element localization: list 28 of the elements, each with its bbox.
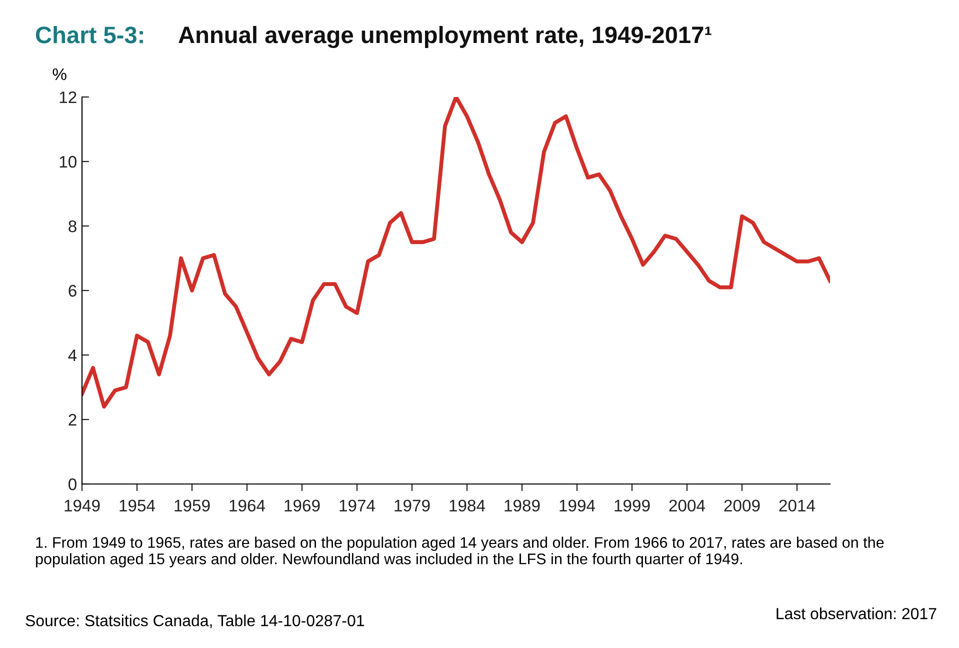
y-tick-label: 2 xyxy=(68,414,76,426)
x-tick-label: 1959 xyxy=(174,500,210,512)
x-tick-label: 1989 xyxy=(504,500,540,512)
y-tick-label: 10 xyxy=(60,156,76,168)
x-tick-label: 2009 xyxy=(724,500,760,512)
y-tick-label: 8 xyxy=(68,220,76,232)
y-tick-label: 0 xyxy=(68,478,76,490)
x-tick-label: 1994 xyxy=(560,500,596,512)
line-series xyxy=(82,97,830,409)
x-tick-label: 1969 xyxy=(284,500,320,512)
y-axis-title: % xyxy=(52,68,66,80)
chart-title: Chart 5-3: xyxy=(36,26,143,44)
x-tick-label: 1979 xyxy=(394,500,430,512)
x-tick-label: 1999 xyxy=(614,500,650,512)
x-tick-label: 1964 xyxy=(230,500,266,512)
source-note: Source: Statsitics Canada, Table 14-10-0287-01 xyxy=(26,614,364,628)
y-tick-label: 12 xyxy=(60,91,76,104)
x-tick-label: 1984 xyxy=(450,500,486,512)
x-tick-label: 2004 xyxy=(669,500,706,512)
text: Last observation: 2017 xyxy=(776,608,936,620)
x-tick-label: 2014 xyxy=(779,500,816,512)
x-tick-label: 1954 xyxy=(120,500,156,512)
chart-subtitle: Annual average unemployment rate, 1949-2017¹ xyxy=(178,26,712,48)
y-tick-label: 6 xyxy=(68,284,76,297)
x-tick-label: 1949 xyxy=(64,500,100,512)
text: 1. From 1949 to 1965, rates are based on the population aged 14 years and older. From 1966 to 2017, rates are based on the population aged 15 years and older. Newfoundland was included in the LFS in the fourth quarter of 1949. xyxy=(36,536,884,568)
y-tick-label: 4 xyxy=(68,350,77,362)
x-tick-label: 1974 xyxy=(340,500,376,512)
